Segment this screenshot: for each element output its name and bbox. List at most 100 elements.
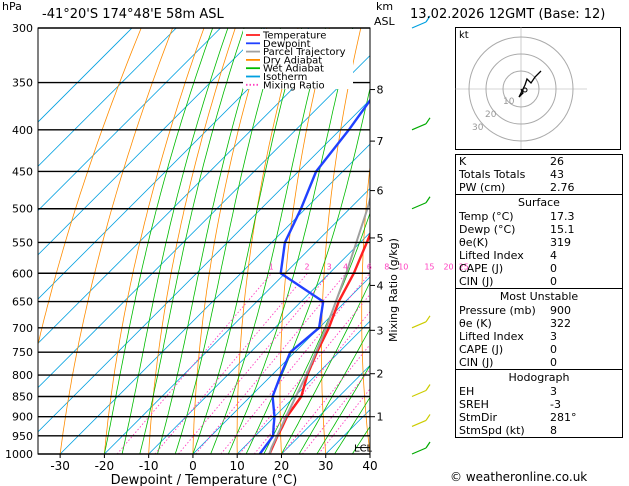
hodograph-row: SREH -3 xyxy=(459,398,561,411)
km-tick-label: 8 xyxy=(377,84,384,97)
isotherm-line xyxy=(192,276,370,454)
hodograph: kt 10 20 30 xyxy=(455,27,621,150)
isotherm-line xyxy=(148,232,370,454)
mixing-ratio-label: 6 xyxy=(367,262,372,271)
dry-adiabat-line xyxy=(401,28,424,454)
wind-barb-flag xyxy=(425,384,431,391)
surface-title: Surface xyxy=(518,196,560,209)
mixing-ratio-label: 4 xyxy=(343,262,348,271)
legend-label: Dry Adiabat xyxy=(263,55,322,66)
mixing-ratio-line xyxy=(195,272,347,454)
temp-tick-label: 20 xyxy=(274,459,289,473)
wind-barb xyxy=(411,21,427,29)
wet-adiabat-line xyxy=(210,28,326,454)
mixing-ratio-axis-label: Mixing Ratio (g/kg) xyxy=(387,238,400,342)
most-unstable-section: Most Unstable Pressure (mb) 900 θe (K) 322… xyxy=(456,288,622,369)
wet-adiabat-line xyxy=(316,364,370,454)
hodograph-row: StmSpd (kt) 8 xyxy=(459,424,557,437)
surface-row: Lifted Index 4 xyxy=(459,249,557,262)
temp-tick-label: 30 xyxy=(318,459,333,473)
isotherm-line xyxy=(281,364,370,454)
pressure-tick-label: 450 xyxy=(12,165,33,178)
mixing-ratio-line xyxy=(281,343,370,454)
wind-barb xyxy=(411,447,427,455)
pressure-tick-label: 1000 xyxy=(5,448,33,461)
hodograph-ring-label: 20 xyxy=(485,110,497,120)
wind-barb xyxy=(411,321,427,329)
km-tick-label: 5 xyxy=(377,232,384,245)
km-tick-label: 7 xyxy=(377,135,384,148)
temp-tick-label: -20 xyxy=(95,459,115,473)
dewpoint-profile xyxy=(258,98,370,454)
isotherm-line xyxy=(59,143,370,454)
mixing-ratio-line xyxy=(178,272,330,454)
pressure-tick-label: 950 xyxy=(12,430,33,443)
copyright-text: © weatheronline.co.uk xyxy=(450,470,588,484)
km-tick-label: 3 xyxy=(377,324,384,337)
km-tick-label: 6 xyxy=(377,185,384,198)
mixing-ratio-line xyxy=(253,310,370,454)
hpa-unit-label: hPa xyxy=(2,0,22,13)
surface-section: Surface Temp (°C) 17.3 Dewp (°C) 15.1 θe(K… xyxy=(456,194,622,288)
mixing-ratio-line xyxy=(220,272,370,454)
isotherm-line xyxy=(38,28,133,123)
legend-label: Isotherm xyxy=(263,72,307,83)
wind-barb-flag xyxy=(425,315,431,323)
legend-label: Temperature xyxy=(262,31,326,42)
pressure-tick-label: 550 xyxy=(12,236,33,249)
wet-adiabat-line xyxy=(334,396,370,454)
pressure-tick-label: 350 xyxy=(12,77,33,90)
wet-adiabat-line xyxy=(104,28,214,454)
hodograph-row: StmDir 281° xyxy=(459,411,577,424)
legend-label: Mixing Ratio xyxy=(263,80,325,91)
pressure-tick-label: 700 xyxy=(12,322,33,335)
parcel-trajectory-profile xyxy=(268,195,370,454)
legend-label: Wet Adiabat xyxy=(263,64,324,75)
unstable-row: Lifted Index 3 xyxy=(459,330,557,343)
legend-label: Dewpoint xyxy=(263,39,311,50)
km-tick-label: 1 xyxy=(377,411,384,424)
wind-barb xyxy=(411,123,427,131)
storm-motion-marker xyxy=(522,87,528,93)
mixing-ratio-label: 1 xyxy=(269,262,274,271)
hodograph-section: Hodograph EH 3 SREH -3 StmDir 281° StmSpd (… xyxy=(456,369,622,437)
wet-adiabat-line xyxy=(281,281,370,454)
index-row-k: K 26 xyxy=(459,155,564,168)
hodograph-trace xyxy=(518,70,542,98)
pressure-tick-label: 500 xyxy=(12,203,33,216)
isotherm-line xyxy=(236,320,370,454)
unstable-row: CIN (J) 0 xyxy=(459,356,557,369)
wind-barb-flag xyxy=(425,15,431,23)
wind-barb-flag xyxy=(425,414,431,421)
mixing-ratio-label: 20 xyxy=(443,262,453,271)
pressure-tick-label: 300 xyxy=(12,22,33,35)
temp-tick-label: -10 xyxy=(139,459,159,473)
isotherm-line xyxy=(38,55,370,389)
temp-tick-label: 0 xyxy=(189,459,197,473)
isotherm-line xyxy=(38,99,370,433)
dry-adiabat-line xyxy=(192,28,268,454)
mixing-ratio-label: 25 xyxy=(459,262,469,271)
wind-barb xyxy=(411,202,427,210)
isotherm-line xyxy=(38,28,266,256)
hodograph-ring-label: 10 xyxy=(503,97,515,107)
temp-tick-label: -30 xyxy=(50,459,70,473)
surface-row: Dewp (°C) 15.1 xyxy=(459,223,575,236)
wet-adiabat-line xyxy=(298,327,370,454)
temp-tick-label: 10 xyxy=(230,459,245,473)
mixing-ratio-label: 10 xyxy=(398,262,408,271)
mixing-ratio-label: 15 xyxy=(424,262,434,271)
pressure-tick-label: 850 xyxy=(12,390,33,403)
legend-label: Parcel Trajectory xyxy=(263,47,346,58)
x-axis-label: Dewpoint / Temperature (°C) xyxy=(111,473,298,486)
hodograph-kt-label: kt xyxy=(459,30,469,41)
mixing-ratio-line xyxy=(154,272,308,454)
mixing-ratio-label: 8 xyxy=(384,262,389,271)
pressure-tick-label: 800 xyxy=(12,369,33,382)
surface-row: Temp (°C) 17.3 xyxy=(459,210,575,223)
mixing-ratio-line xyxy=(116,272,272,454)
pressure-tick-label: 400 xyxy=(12,124,33,137)
plot-frame xyxy=(37,27,371,455)
lcl-label: LCL xyxy=(354,444,373,455)
surface-row: θe(K) 319 xyxy=(459,236,571,249)
